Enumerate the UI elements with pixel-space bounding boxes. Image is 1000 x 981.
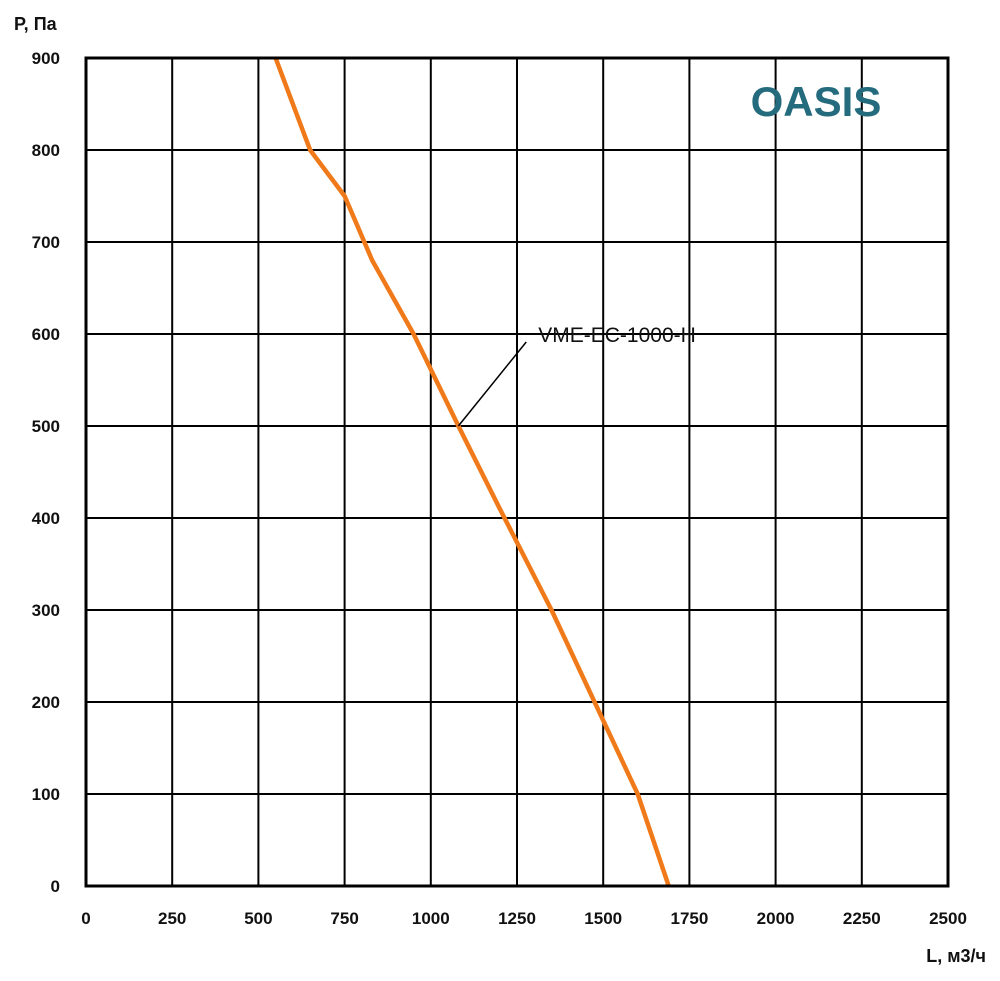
oasis-logo: OASIS — [751, 78, 882, 125]
x-tick-label: 2000 — [757, 909, 795, 928]
y-tick-label: 300 — [32, 601, 60, 620]
y-tick-label: 500 — [32, 417, 60, 436]
x-tick-label: 250 — [158, 909, 186, 928]
x-tick-label: 1750 — [670, 909, 708, 928]
plot-frame — [84, 56, 950, 888]
grid-lines — [86, 58, 948, 886]
x-axis-label: L, м3/ч — [926, 946, 986, 966]
x-tick-label: 0 — [81, 909, 90, 928]
y-tick-label: 0 — [51, 877, 60, 896]
y-tick-label: 100 — [32, 785, 60, 804]
y-tick-label: 400 — [32, 509, 60, 528]
series-label: VME-EC-1000-H — [538, 324, 696, 347]
annotation-layer: VME-EC-1000-H — [457, 324, 696, 427]
x-tick-label: 1500 — [584, 909, 622, 928]
y-tick-label: 700 — [32, 233, 60, 252]
tick-labels: 0 250 500 750 1000 1250 1500 1750 2000 2250 2500 0 1… — [32, 49, 967, 928]
y-tick-label: 200 — [32, 693, 60, 712]
y-tick-label: 800 — [32, 141, 60, 160]
x-tick-label: 1250 — [498, 909, 536, 928]
x-tick-label: 2250 — [843, 909, 881, 928]
x-tick-label: 500 — [244, 909, 272, 928]
y-axis-label: P, Па — [14, 14, 58, 34]
x-tick-label: 2500 — [929, 909, 967, 928]
y-tick-label: 600 — [32, 325, 60, 344]
x-tick-label: 750 — [330, 909, 358, 928]
x-tick-label: 1000 — [412, 909, 450, 928]
annotation-leader-line — [457, 341, 527, 427]
y-tick-label: 900 — [32, 49, 60, 68]
